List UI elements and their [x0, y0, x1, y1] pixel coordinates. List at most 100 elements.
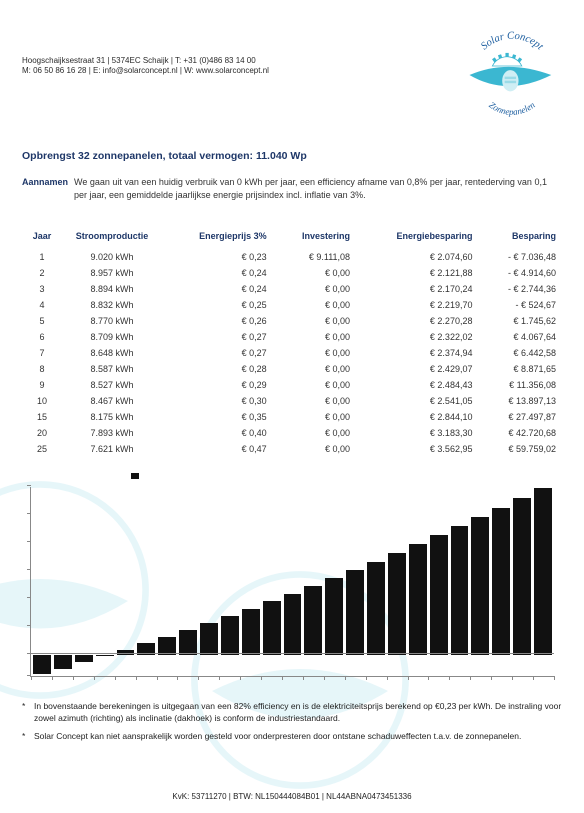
table-cell: 3 — [22, 281, 62, 297]
table-cell: € 0,40 — [162, 425, 273, 441]
table-cell: € 0,00 — [273, 377, 356, 393]
table-cell: € 4.067,64 — [478, 329, 562, 345]
table-cell: 7.893 kWh — [62, 425, 162, 441]
table-cell: € 6.442,58 — [478, 345, 562, 361]
table-cell: € 0,25 — [162, 297, 273, 313]
table-cell: € 8.871,65 — [478, 361, 562, 377]
table-cell: € 2.374,94 — [356, 345, 478, 361]
table-cell: € 0,35 — [162, 409, 273, 425]
table-cell: 5 — [22, 313, 62, 329]
chart-bar — [409, 544, 427, 654]
table-row: 98.527 kWh€ 0,29€ 0,00€ 2.484,43€ 11.356… — [22, 377, 562, 393]
table-row: 88.587 kWh€ 0,28€ 0,00€ 2.429,07€ 8.871,… — [22, 361, 562, 377]
table-row: 158.175 kWh€ 0,35€ 0,00€ 2.844,10€ 27.49… — [22, 409, 562, 425]
table-header: Jaar — [22, 227, 62, 249]
table-cell: € 0,00 — [273, 281, 356, 297]
chart-bar — [492, 508, 510, 655]
bullet-icon: * — [22, 701, 34, 725]
chart-bar — [179, 630, 197, 655]
table-row: 38.894 kWh€ 0,24€ 0,00€ 2.170,24- € 2.74… — [22, 281, 562, 297]
table-cell: € 2.121,88 — [356, 265, 478, 281]
table-cell: 9 — [22, 377, 62, 393]
chart-bar — [346, 570, 364, 655]
table-cell: 8 — [22, 361, 62, 377]
table-cell: € 0,00 — [273, 265, 356, 281]
chart-bar — [304, 586, 322, 655]
table-cell: € 3.562,95 — [356, 441, 478, 457]
document-header: Hoogschaijksestraat 31 | 5374EC Schaijk … — [22, 30, 562, 120]
table-cell: € 0,27 — [162, 345, 273, 361]
table-cell: € 0,00 — [273, 345, 356, 361]
table-cell: 7.621 kWh — [62, 441, 162, 457]
table-cell: 25 — [22, 441, 62, 457]
table-cell: 8.527 kWh — [62, 377, 162, 393]
table-cell: 8.832 kWh — [62, 297, 162, 313]
chart-bar — [325, 578, 343, 655]
table-cell: 8.175 kWh — [62, 409, 162, 425]
table-cell: € 0,00 — [273, 425, 356, 441]
savings-table: JaarStroomproductieEnergieprijs 3%Invest… — [22, 227, 562, 457]
contact-line-1: Hoogschaijksestraat 31 | 5374EC Schaijk … — [22, 56, 269, 66]
contact-line-2: M: 06 50 86 16 28 | E: info@solarconcept… — [22, 66, 269, 76]
table-cell: € 42.720,68 — [478, 425, 562, 441]
table-row: 68.709 kWh€ 0,27€ 0,00€ 2.322,02€ 4.067,… — [22, 329, 562, 345]
table-row: 207.893 kWh€ 0,40€ 0,00€ 3.183,30€ 42.72… — [22, 425, 562, 441]
table-row: 19.020 kWh€ 0,23€ 9.111,08€ 2.074,60- € … — [22, 249, 562, 265]
chart-bar — [200, 623, 218, 655]
table-cell: € 2.170,24 — [356, 281, 478, 297]
table-cell: 1 — [22, 249, 62, 265]
table-cell: 8.467 kWh — [62, 393, 162, 409]
chart-bar — [221, 616, 239, 655]
table-cell: € 0,00 — [273, 329, 356, 345]
table-cell: € 0,26 — [162, 313, 273, 329]
table-header: Energiebesparing — [356, 227, 478, 249]
table-cell: € 2.844,10 — [356, 409, 478, 425]
table-cell: € 0,27 — [162, 329, 273, 345]
table-row: 48.832 kWh€ 0,25€ 0,00€ 2.219,70- € 524,… — [22, 297, 562, 313]
table-cell: € 13.897,13 — [478, 393, 562, 409]
table-cell: € 0,23 — [162, 249, 273, 265]
table-row: 257.621 kWh€ 0,47€ 0,00€ 3.562,95€ 59.75… — [22, 441, 562, 457]
table-cell: € 0,29 — [162, 377, 273, 393]
chart-bar — [513, 498, 531, 655]
table-cell: € 3.183,30 — [356, 425, 478, 441]
table-cell: € 2.074,60 — [356, 249, 478, 265]
table-cell: - € 4.914,60 — [478, 265, 562, 281]
table-cell: € 0,00 — [273, 313, 356, 329]
table-cell: 6 — [22, 329, 62, 345]
chart-bar — [451, 526, 469, 654]
savings-bar-chart — [30, 487, 554, 677]
footnote-text: In bovenstaande berekeningen is uitgegaa… — [34, 701, 562, 725]
chart-bar — [284, 594, 302, 655]
table-cell: € 0,24 — [162, 281, 273, 297]
table-cell: € 2.270,28 — [356, 313, 478, 329]
table-cell: € 2.484,43 — [356, 377, 478, 393]
footnote-text: Solar Concept kan niet aansprakelijk wor… — [34, 731, 521, 743]
table-cell: € 2.429,07 — [356, 361, 478, 377]
table-cell: 8.709 kWh — [62, 329, 162, 345]
svg-text:Solar Concept: Solar Concept — [479, 31, 546, 53]
assumptions-label: Aannamen — [22, 176, 74, 201]
chart-bar — [430, 535, 448, 654]
table-row: 28.957 kWh€ 0,24€ 0,00€ 2.121,88- € 4.91… — [22, 265, 562, 281]
svg-text:Zonnepanelen: Zonnepanelen — [487, 99, 537, 116]
assumptions-block: Aannamen We gaan uit van een huidig verb… — [22, 176, 562, 201]
table-cell: € 11.356,08 — [478, 377, 562, 393]
table-cell: 8.957 kWh — [62, 265, 162, 281]
contact-block: Hoogschaijksestraat 31 | 5374EC Schaijk … — [22, 56, 269, 77]
table-cell: € 9.111,08 — [273, 249, 356, 265]
chart-bar — [263, 601, 281, 655]
table-cell: € 59.759,02 — [478, 441, 562, 457]
table-cell: € 0,00 — [273, 393, 356, 409]
footnote-item: *In bovenstaande berekeningen is uitgega… — [22, 701, 562, 725]
table-cell: € 0,00 — [273, 441, 356, 457]
chart-bar — [96, 487, 114, 655]
footnote-item: *Solar Concept kan niet aansprakelijk wo… — [22, 731, 562, 743]
footnotes: *In bovenstaande berekeningen is uitgega… — [22, 701, 562, 743]
table-cell: 4 — [22, 297, 62, 313]
chart-bar — [367, 562, 385, 655]
table-cell: € 0,00 — [273, 297, 356, 313]
chart-bar — [33, 487, 51, 655]
table-cell: - € 2.744,36 — [478, 281, 562, 297]
chart-bar — [388, 553, 406, 655]
